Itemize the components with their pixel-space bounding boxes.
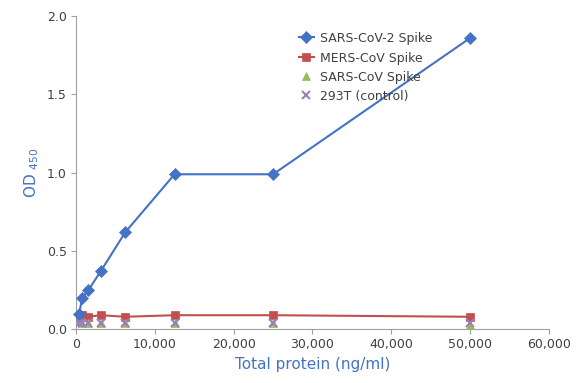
SARS-CoV-2 Spike [85, 288, 92, 293]
SARS-CoV-2 Spike [122, 230, 129, 234]
SARS-CoV-2 Spike [269, 172, 276, 177]
293T (control) [467, 321, 474, 325]
Line: SARS-CoV-2 Spike: SARS-CoV-2 Spike [75, 34, 474, 318]
SARS-CoV Spike [122, 321, 129, 325]
SARS-CoV Spike [79, 321, 86, 325]
Line: 293T (control): 293T (control) [75, 319, 474, 327]
293T (control) [85, 321, 92, 325]
MERS-CoV Spike [269, 313, 276, 318]
MERS-CoV Spike [85, 314, 92, 319]
MERS-CoV Spike [171, 313, 178, 318]
SARS-CoV-2 Spike [97, 269, 104, 274]
293T (control) [122, 321, 129, 325]
SARS-CoV Spike [467, 322, 474, 327]
SARS-CoV Spike [76, 319, 83, 324]
SARS-CoV Spike [269, 321, 276, 325]
SARS-CoV-2 Spike [76, 311, 83, 316]
SARS-CoV-2 Spike [171, 172, 178, 177]
Legend: SARS-CoV-2 Spike, MERS-CoV Spike, SARS-CoV Spike, 293T (control): SARS-CoV-2 Spike, MERS-CoV Spike, SARS-C… [295, 29, 436, 107]
Y-axis label: OD $_{450}$: OD $_{450}$ [23, 147, 41, 198]
SARS-CoV Spike [171, 321, 178, 325]
293T (control) [76, 321, 83, 325]
Line: SARS-CoV Spike: SARS-CoV Spike [75, 317, 474, 329]
SARS-CoV-2 Spike [79, 296, 86, 300]
MERS-CoV Spike [467, 314, 474, 319]
293T (control) [79, 321, 86, 325]
SARS-CoV-2 Spike [467, 36, 474, 40]
X-axis label: Total protein (ng/ml): Total protein (ng/ml) [235, 357, 390, 372]
SARS-CoV Spike [97, 321, 104, 325]
MERS-CoV Spike [79, 313, 86, 318]
MERS-CoV Spike [76, 313, 83, 318]
MERS-CoV Spike [122, 314, 129, 319]
293T (control) [97, 321, 104, 325]
Line: MERS-CoV Spike: MERS-CoV Spike [75, 311, 474, 321]
SARS-CoV Spike [85, 321, 92, 325]
MERS-CoV Spike [97, 313, 104, 318]
293T (control) [269, 321, 276, 325]
293T (control) [171, 321, 178, 325]
